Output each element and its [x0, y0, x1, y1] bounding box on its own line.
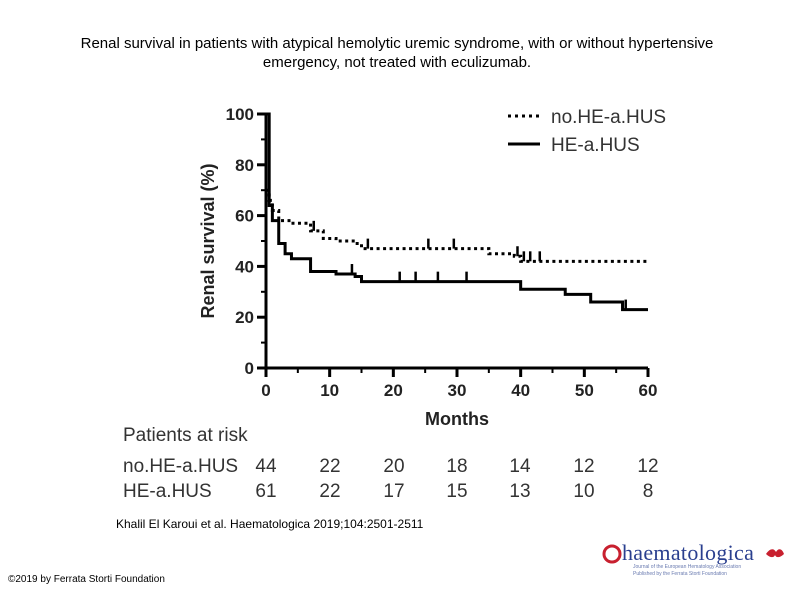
risk-count: 10 — [573, 481, 595, 502]
risk-count: 44 — [255, 456, 277, 477]
x-tick-label: 40 — [511, 381, 530, 400]
x-tick-label: 20 — [384, 381, 403, 400]
logo-mark-icon — [602, 544, 622, 564]
risk-count: 8 — [642, 481, 654, 502]
logo-subtitle-2: Published by the Ferrata Storti Foundati… — [633, 571, 727, 577]
chart-series — [266, 112, 648, 312]
risk-count: 22 — [319, 456, 341, 477]
chart-axes: 0 20 40 60 80 100 0 10 20 30 40 50 60 Months Renal sur… — [198, 105, 657, 429]
risk-count: 15 — [446, 481, 468, 502]
risk-count: 17 — [383, 481, 405, 502]
y-tick-label: 40 — [235, 257, 254, 276]
risk-table-heading: Patients at risk — [123, 425, 248, 446]
series-line-he — [266, 112, 648, 312]
chart-legend: no.HE-a.HUS HE-a.HUS — [508, 107, 666, 156]
logo-subtitle-1: Journal of the European Hematology Assoc… — [633, 564, 742, 570]
risk-count: 12 — [573, 456, 595, 477]
risk-count: 61 — [255, 481, 277, 502]
x-tick-label: 10 — [320, 381, 339, 400]
x-tick-label: 30 — [448, 381, 467, 400]
x-tick-label: 60 — [639, 381, 658, 400]
y-axis-label: Renal survival (%) — [198, 163, 218, 318]
x-tick-label: 0 — [261, 381, 270, 400]
logo-ornament-icon — [766, 549, 784, 558]
y-tick-label: 60 — [235, 207, 254, 226]
risk-count: 22 — [319, 481, 341, 502]
risk-count: 12 — [637, 456, 659, 477]
risk-count: 20 — [383, 456, 405, 477]
risk-count: 18 — [446, 456, 468, 477]
title-line-1: Renal survival in patients with atypical… — [80, 35, 714, 52]
logo-wordmark: haematologica — [622, 540, 755, 565]
y-tick-label: 20 — [235, 308, 254, 327]
copyright: ©2019 by Ferrata Storti Foundation — [8, 574, 165, 585]
series-line-no-he — [266, 188, 648, 263]
title-line-2: emergency, not treated with eculizumab. — [262, 54, 532, 71]
y-tick-label: 100 — [226, 105, 254, 124]
journal-logo: haematologica Journal of the European He… — [600, 540, 790, 580]
risk-row-label: HE-a.HUS — [123, 481, 212, 502]
risk-count: 13 — [509, 481, 531, 502]
y-tick-label: 80 — [235, 156, 254, 175]
x-tick-label: 50 — [575, 381, 594, 400]
risk-row-label: no.HE-a.HUS — [123, 456, 239, 477]
legend-label: no.HE-a.HUS — [551, 107, 666, 128]
legend-label: HE-a.HUS — [551, 135, 640, 156]
figure-title: Renal survival in patients with atypical… — [0, 34, 794, 72]
risk-count: 14 — [509, 456, 531, 477]
citation: Khalil El Karoui et al. Haematologica 20… — [116, 517, 424, 531]
y-tick-label: 0 — [245, 359, 254, 378]
x-axis-label: Months — [425, 409, 489, 429]
